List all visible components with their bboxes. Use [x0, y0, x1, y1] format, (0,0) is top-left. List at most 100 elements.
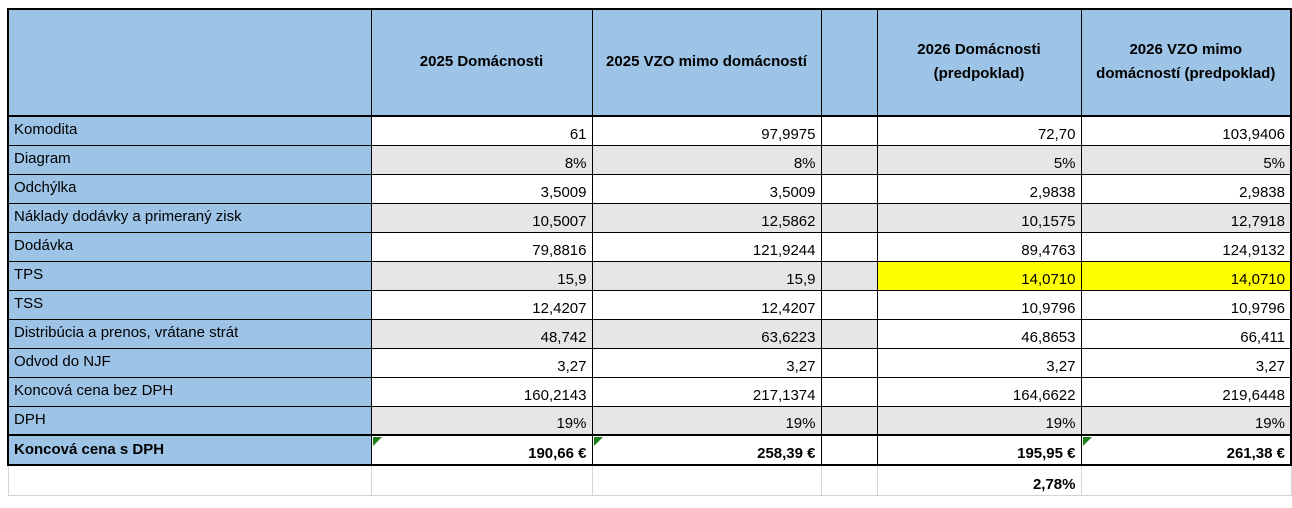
- row-label-cell[interactable]: Náklady dodávky a primeraný zisk: [7, 202, 372, 233]
- value-cell-2026-vzo[interactable]: 14,0710: [1080, 260, 1292, 291]
- value-cell-2026-domacnosti[interactable]: 5%: [876, 144, 1082, 175]
- value-cell-2026-vzo[interactable]: 66,411: [1080, 318, 1292, 349]
- table-row: Náklady dodávky a primeraný zisk 10,5007 1…: [7, 202, 1292, 233]
- row-label-cell[interactable]: Komodita: [7, 115, 372, 146]
- table-row: Distribúcia a prenos, vrátane strát 48,74…: [7, 318, 1292, 349]
- value-cell-2025-vzo[interactable]: 258,39 €: [591, 434, 822, 466]
- value-cell-2025-vzo[interactable]: 63,6223: [591, 318, 822, 349]
- row-label-cell[interactable]: TSS: [7, 289, 372, 320]
- value-cell-2025-domacnosti[interactable]: 3,27: [370, 347, 593, 378]
- value-cell-2026-domacnosti[interactable]: 14,0710: [876, 260, 1082, 291]
- row-label-cell[interactable]: DPH: [7, 405, 372, 436]
- value-cell-2025-vzo[interactable]: 15,9: [591, 260, 822, 291]
- value-cell-2026-domacnosti[interactable]: 72,70: [876, 115, 1082, 146]
- table-row: Dodávka 79,8816 121,9244 89,4763 124,9132: [7, 231, 1292, 262]
- value-cell-2025-domacnosti[interactable]: 19%: [370, 405, 593, 436]
- spacer-cell[interactable]: [820, 144, 878, 175]
- value-cell-2025-domacnosti[interactable]: 190,66 €: [370, 434, 593, 466]
- value-cell-2025-vzo[interactable]: 8%: [591, 144, 822, 175]
- footer-row: 2,78%: [7, 464, 1292, 496]
- table-row: Odchýlka 3,5009 3,5009 2,9838 2,9838: [7, 173, 1292, 204]
- value-cell-2025-vzo[interactable]: 3,27: [591, 347, 822, 378]
- value-cell-2026-domacnosti[interactable]: 89,4763: [876, 231, 1082, 262]
- footer-percent-cell[interactable]: 2,78%: [876, 464, 1082, 496]
- value-cell-2025-domacnosti[interactable]: 3,5009: [370, 173, 593, 204]
- spacer-cell[interactable]: [820, 405, 878, 436]
- value-cell-2025-domacnosti[interactable]: 48,742: [370, 318, 593, 349]
- error-corner-icon: [593, 437, 603, 446]
- value-cell-2025-domacnosti[interactable]: 12,4207: [370, 289, 593, 320]
- error-corner-icon: [372, 437, 382, 446]
- value-cell-2025-vzo[interactable]: 97,9975: [591, 115, 822, 146]
- value-cell-2026-vzo[interactable]: 261,38 €: [1080, 434, 1292, 466]
- row-label-cell[interactable]: Distribúcia a prenos, vrátane strát: [7, 318, 372, 349]
- value-cell-2026-vzo[interactable]: 124,9132: [1080, 231, 1292, 262]
- row-label-cell[interactable]: Diagram: [7, 144, 372, 175]
- value-cell-2025-vzo[interactable]: 3,5009: [591, 173, 822, 204]
- value-cell-2026-vzo[interactable]: 3,27: [1080, 347, 1292, 378]
- value-cell-2026-domacnosti[interactable]: 10,1575: [876, 202, 1082, 233]
- value-cell-2026-vzo[interactable]: 5%: [1080, 144, 1292, 175]
- value-cell-2026-vzo[interactable]: 103,9406: [1080, 115, 1292, 146]
- row-label-cell[interactable]: Odvod do NJF: [7, 347, 372, 378]
- row-label-cell[interactable]: Koncová cena bez DPH: [7, 376, 372, 407]
- value-cell-2025-vzo[interactable]: 19%: [591, 405, 822, 436]
- value-cell-2026-vzo[interactable]: 19%: [1080, 405, 1292, 436]
- spacer-cell[interactable]: [820, 376, 878, 407]
- footer-empty-cell[interactable]: [7, 464, 372, 496]
- header-cell-gap[interactable]: [820, 8, 878, 117]
- spacer-cell[interactable]: [820, 202, 878, 233]
- value-cell-2025-vzo[interactable]: 12,5862: [591, 202, 822, 233]
- footer-empty-cell[interactable]: [591, 464, 822, 496]
- header-cell-2[interactable]: 2025 VZO mimo domácností: [591, 8, 822, 117]
- value-cell-2026-domacnosti[interactable]: 3,27: [876, 347, 1082, 378]
- spacer-cell[interactable]: [820, 289, 878, 320]
- table-row: Diagram 8% 8% 5% 5%: [7, 144, 1292, 175]
- value-cell-2026-vzo[interactable]: 12,7918: [1080, 202, 1292, 233]
- value-cell-2026-domacnosti[interactable]: 164,6622: [876, 376, 1082, 407]
- table-row: Odvod do NJF 3,27 3,27 3,27 3,27: [7, 347, 1292, 378]
- row-label-cell[interactable]: Koncová cena s DPH: [7, 434, 372, 466]
- value-cell-2026-domacnosti[interactable]: 2,9838: [876, 173, 1082, 204]
- spacer-cell[interactable]: [820, 260, 878, 291]
- spacer-cell[interactable]: [820, 231, 878, 262]
- header-cell-5[interactable]: 2026 VZO mimo domácností (predpoklad): [1080, 8, 1292, 117]
- row-label-cell[interactable]: Odchýlka: [7, 173, 372, 204]
- spacer-cell[interactable]: [820, 173, 878, 204]
- value-cell-2025-vzo[interactable]: 12,4207: [591, 289, 822, 320]
- value-cell-2026-vzo[interactable]: 10,9796: [1080, 289, 1292, 320]
- value-cell-2026-domacnosti[interactable]: 195,95 €: [876, 434, 1082, 466]
- footer-empty-cell[interactable]: [1080, 464, 1292, 496]
- table-row: DPH 19% 19% 19% 19%: [7, 405, 1292, 436]
- value-cell-2026-domacnosti[interactable]: 19%: [876, 405, 1082, 436]
- price-table: 2025 Domácnosti 2025 VZO mimo domácností 2…: [7, 8, 1292, 496]
- spacer-cell[interactable]: [820, 318, 878, 349]
- header-cell-4[interactable]: 2026 Domácnosti (predpoklad): [876, 8, 1082, 117]
- value-cell-2026-vzo[interactable]: 2,9838: [1080, 173, 1292, 204]
- table-row: Koncová cena bez DPH 160,2143 217,1374 164,…: [7, 376, 1292, 407]
- value-cell-2025-domacnosti[interactable]: 79,8816: [370, 231, 593, 262]
- footer-empty-cell[interactable]: [820, 464, 878, 496]
- header-row: 2025 Domácnosti 2025 VZO mimo domácností 2…: [7, 8, 1292, 117]
- spacer-cell[interactable]: [820, 347, 878, 378]
- header-cell-1[interactable]: 2025 Domácnosti: [370, 8, 593, 117]
- value-cell-2026-domacnosti[interactable]: 46,8653: [876, 318, 1082, 349]
- value-cell-2025-domacnosti[interactable]: 10,5007: [370, 202, 593, 233]
- spacer-cell[interactable]: [820, 434, 878, 466]
- value-cell-2025-domacnosti[interactable]: 8%: [370, 144, 593, 175]
- value-cell-2025-domacnosti[interactable]: 15,9: [370, 260, 593, 291]
- value-cell-2025-domacnosti[interactable]: 160,2143: [370, 376, 593, 407]
- value-cell-2026-vzo[interactable]: 219,6448: [1080, 376, 1292, 407]
- value-cell-2026-domacnosti[interactable]: 10,9796: [876, 289, 1082, 320]
- spacer-cell[interactable]: [820, 115, 878, 146]
- value-cell-2025-vzo[interactable]: 217,1374: [591, 376, 822, 407]
- value-cell-2025-domacnosti[interactable]: 61: [370, 115, 593, 146]
- footer-empty-cell[interactable]: [370, 464, 593, 496]
- row-label-cell[interactable]: Dodávka: [7, 231, 372, 262]
- table-row: TSS 12,4207 12,4207 10,9796 10,9796: [7, 289, 1292, 320]
- value-cell-2025-vzo[interactable]: 121,9244: [591, 231, 822, 262]
- table-row: Komodita 61 97,9975 72,70 103,9406: [7, 115, 1292, 146]
- header-cell-row-labels[interactable]: [7, 8, 372, 117]
- error-corner-icon: [1082, 437, 1092, 446]
- row-label-cell[interactable]: TPS: [7, 260, 372, 291]
